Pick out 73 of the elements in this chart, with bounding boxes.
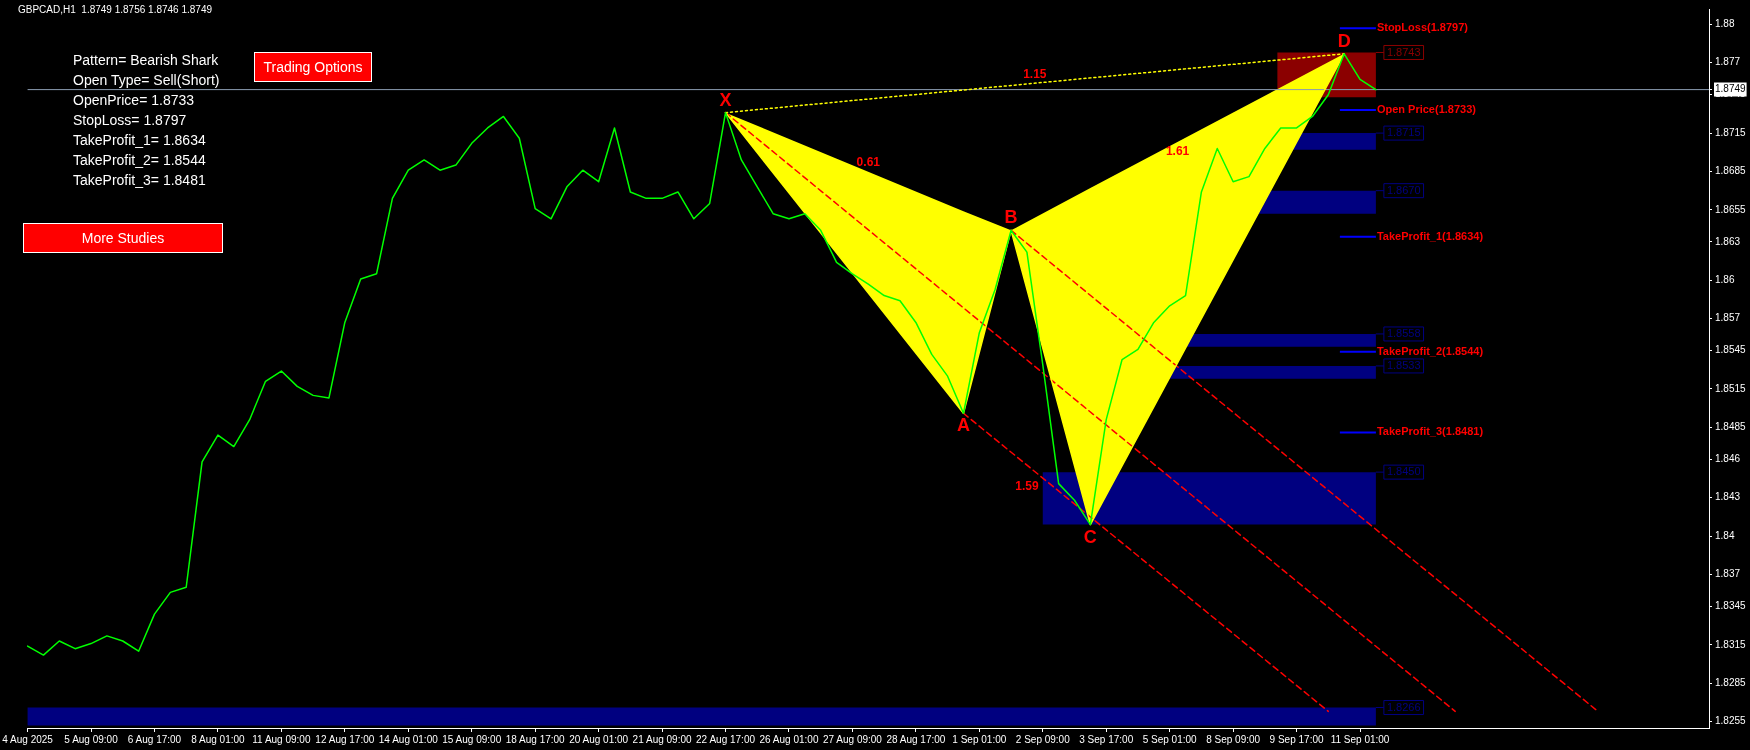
annotation: TakeProfit_2= 1.8544 [73, 151, 207, 170]
y-tick-label: 1.86 [1715, 273, 1735, 285]
x-tick-label: 26 Aug 01:00 [759, 733, 819, 745]
y-tick-label: 1.863 [1715, 235, 1741, 247]
y-tick-label: 1.877 [1715, 56, 1741, 68]
y-tick-label: 1.8315 [1715, 638, 1747, 650]
y-tick-label: 1.8515 [1715, 382, 1747, 394]
band-label: 1.8743 [1386, 45, 1421, 58]
x-tick-label: 4 Aug 2025 [2, 733, 54, 745]
x-tick-label: 12 Aug 17:00 [315, 733, 375, 745]
x-tick-label: 18 Aug 17:00 [505, 733, 566, 745]
y-tick-label: 1.846 [1715, 453, 1741, 465]
data-label: D [1337, 30, 1351, 51]
y-tick-label: 1.837 [1715, 568, 1741, 580]
band-label: 1.8715 [1386, 126, 1421, 139]
x-tick-label: 27 Aug 09:00 [822, 733, 883, 745]
button: Trading Options [254, 52, 372, 82]
ref-line-label: TakeProfit_2(1.8544) [1376, 344, 1484, 357]
y-tick-label: 1.8485 [1715, 421, 1747, 433]
y-tick-label: 1.8255 [1715, 715, 1747, 727]
annotation: Open Type= Sell(Short) [73, 71, 220, 90]
x-tick-label: 22 Aug 17:00 [696, 733, 756, 745]
x-tick-label: 11 Aug 09:00 [252, 733, 311, 745]
y-tick-label: 1.88 [1715, 18, 1735, 30]
x-tick-label: 15 Aug 09:00 [442, 733, 502, 745]
ref-line-label: TakeProfit_1(1.8634) [1376, 229, 1484, 242]
x-tick-label: 14 Aug 01:00 [378, 733, 439, 745]
y-tick-label: 1.8545 [1715, 344, 1747, 356]
x-tick-label: 3 Sep 17:00 [1079, 733, 1134, 745]
y-tick-label: 1.84 [1715, 529, 1735, 541]
button: More Studies [23, 223, 223, 253]
annotation: Pattern= Bearish Shark [73, 51, 220, 70]
annotation: 0.61 [856, 154, 881, 169]
y-tick-label: 1.843 [1715, 491, 1741, 503]
data-label: A [956, 415, 970, 436]
annotation: OpenPrice= 1.8733 [73, 91, 196, 110]
x-tick-label: 11 Sep 01:00 [1330, 733, 1390, 745]
annotation: TakeProfit_3= 1.8481 [73, 171, 207, 190]
y-tick-label: 1.8345 [1715, 600, 1747, 612]
annotation: 1.61 [1165, 144, 1190, 159]
y-tick-label: 1.8749 [1715, 83, 1747, 95]
y-tick-label: 1.8655 [1715, 203, 1747, 215]
x-tick-label: 1 Sep 01:00 [952, 733, 1007, 745]
band-label: 1.8266 [1386, 700, 1421, 713]
band-label: 1.8450 [1386, 465, 1421, 478]
chart-title: GBPCAD,H1 1.8749 1.8756 1.8746 1.8749 [18, 4, 213, 15]
x-tick-label: 8 Aug 01:00 [191, 733, 246, 745]
data-label: B [1004, 207, 1018, 228]
annotation: 1.15 [1023, 66, 1047, 81]
x-tick-label: 20 Aug 01:00 [569, 733, 629, 745]
x-tick-label: 5 Aug 09:00 [64, 733, 119, 745]
x-tick-label: 5 Sep 01:00 [1142, 733, 1198, 745]
y-tick-label: 1.857 [1715, 312, 1741, 324]
y-tick-label: 1.8285 [1715, 676, 1747, 688]
annotation: TakeProfit_1= 1.8634 [73, 131, 207, 150]
annotation: 1.59 [1015, 479, 1039, 494]
y-tick-label: 1.8715 [1715, 126, 1747, 138]
x-tick-label: 9 Sep 17:00 [1269, 733, 1324, 745]
x-tick-label: 2 Sep 09:00 [1015, 733, 1071, 745]
band-label: 1.8670 [1386, 183, 1421, 196]
x-tick-label: 6 Aug 17:00 [127, 733, 182, 745]
band-label: 1.8533 [1386, 358, 1421, 371]
band-label: 1.8558 [1386, 326, 1421, 339]
ref-line-label: Open Price(1.8733) [1376, 103, 1477, 116]
x-tick-label: 8 Sep 09:00 [1206, 733, 1261, 745]
data-label: X [719, 89, 732, 110]
annotation: StopLoss= 1.8797 [73, 111, 188, 130]
data-label: C [1083, 526, 1097, 547]
x-tick-label: 28 Aug 17:00 [886, 733, 946, 745]
ref-line-label: TakeProfit_3(1.8481) [1376, 425, 1484, 438]
ref-line-label: StopLoss(1.8797) [1376, 21, 1469, 34]
x-tick-label: 21 Aug 09:00 [632, 733, 692, 745]
y-tick-label: 1.8685 [1715, 165, 1747, 177]
